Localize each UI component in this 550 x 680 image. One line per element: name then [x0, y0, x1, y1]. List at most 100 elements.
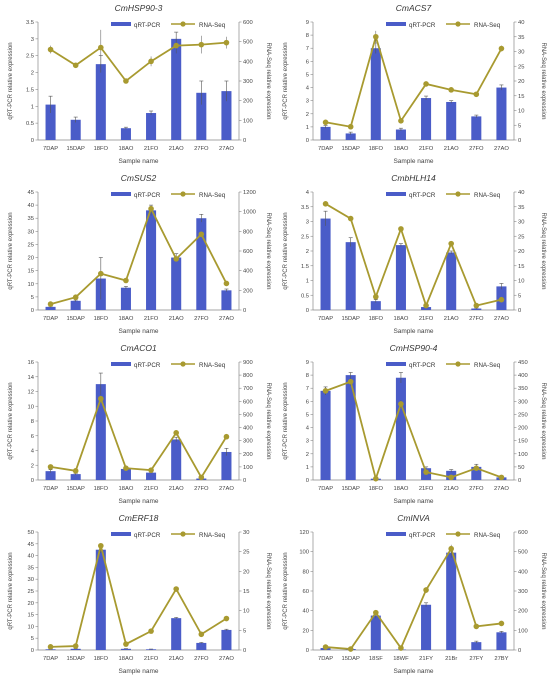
rna-seq-point: [473, 302, 480, 309]
rna-seq-point: [448, 545, 454, 552]
x-axis-title: Sample name: [393, 498, 433, 505]
rna-seq-point: [448, 474, 454, 481]
bar: [70, 119, 81, 140]
legend-bar-swatch: [111, 22, 131, 26]
y2-tick-label: 1000: [243, 210, 256, 216]
y-axis-title: qRT-PCR relative expression: [8, 42, 14, 119]
y-axis-title: qRT-PCR relative expression: [283, 382, 289, 459]
x-tick-label: 18FO: [94, 146, 109, 152]
y-tick-label: 2: [306, 249, 309, 255]
rna-seq-line: [325, 203, 502, 309]
y2-tick-label: 20: [518, 249, 524, 255]
y2-tick-label: 400: [243, 426, 253, 432]
bar: [221, 91, 232, 140]
legend-line-marker: [180, 191, 186, 197]
x-tick-label: 27FO: [469, 486, 484, 492]
legend-line-marker: [455, 21, 461, 27]
y-tick-label: 0: [306, 308, 309, 314]
legend-line-marker: [455, 361, 461, 367]
x-tick-label: 18AO: [394, 486, 409, 492]
chart-title: CmERF18: [119, 513, 159, 523]
y-tick-label: 16: [28, 360, 34, 366]
bar: [171, 38, 182, 140]
y2-tick-label: 500: [243, 412, 253, 418]
y-tick-label: 15: [28, 269, 34, 275]
y-tick-label: 0: [31, 138, 34, 144]
x-tick-label: 15DAP: [342, 656, 361, 662]
rna-seq-point: [347, 123, 354, 130]
y-tick-label: 120: [299, 530, 309, 536]
y2-axis-title: RNA-Seq relative expression: [540, 382, 546, 459]
rna-seq-point: [322, 201, 329, 207]
bar: [496, 632, 507, 650]
x-tick-label: 27FO: [194, 486, 209, 492]
legend-bar-swatch: [111, 192, 131, 196]
bar: [120, 128, 131, 140]
y2-axis-title: RNA-Seq relative expression: [265, 212, 271, 289]
bar: [120, 287, 131, 310]
x-tick-label: 18FO: [94, 486, 109, 492]
y2-tick-label: 400: [243, 59, 253, 65]
y2-axis-title: RNA-Seq relative expression: [265, 382, 271, 459]
bar: [171, 618, 182, 650]
x-tick-label: 18AO: [119, 316, 134, 322]
legend-line-label: RNA-Seq: [474, 192, 501, 199]
y2-tick-label: 200: [243, 99, 253, 105]
rna-seq-point: [98, 270, 104, 277]
y-tick-label: 9: [306, 360, 309, 366]
x-tick-label: 15DAP: [342, 486, 361, 492]
x-axis-title: Sample name: [118, 668, 158, 675]
y-tick-label: 5: [306, 412, 309, 418]
y-tick-label: 1.5: [301, 264, 309, 270]
x-axis-title: Sample name: [118, 158, 158, 165]
x-tick-label: 21FO: [144, 316, 159, 322]
y2-tick-label: 600: [243, 249, 253, 255]
x-tick-label: 27AO: [219, 146, 234, 152]
y-tick-label: 10: [28, 404, 34, 410]
bar: [146, 113, 157, 140]
x-tick-label: 21FO: [419, 316, 434, 322]
y-tick-label: 2.5: [26, 54, 34, 60]
x-tick-label: 7DAP: [43, 316, 58, 322]
rna-seq-point: [373, 33, 379, 40]
legend-bar-label: qRT-PCR: [134, 532, 161, 539]
y-tick-label: 5: [31, 295, 34, 301]
bar: [471, 642, 482, 650]
y2-tick-label: 30: [518, 220, 524, 226]
y-tick-label: 14: [28, 375, 35, 381]
x-tick-label: 21FO: [144, 656, 159, 662]
x-tick-label: 7DAP: [318, 486, 333, 492]
rna-seq-point: [123, 78, 129, 84]
legend-bar-label: qRT-PCR: [134, 22, 161, 29]
y2-tick-label: 5: [518, 123, 521, 129]
x-tick-label: 7DAP: [318, 656, 333, 662]
y-tick-label: 7: [306, 386, 309, 392]
rna-seq-point: [47, 46, 54, 53]
rna-seq-point: [198, 231, 205, 238]
y-tick-label: 1.5: [26, 87, 34, 93]
y-tick-label: 7: [306, 46, 309, 52]
bar: [120, 468, 131, 480]
bar: [395, 245, 406, 310]
x-tick-label: 7DAP: [43, 486, 58, 492]
bar: [370, 615, 381, 650]
rna-seq-point: [72, 62, 79, 69]
y-tick-label: 0: [31, 478, 34, 484]
y-axis-title: qRT-PCR relative expression: [283, 552, 289, 629]
legend-line-marker: [180, 361, 186, 367]
y2-tick-label: 400: [243, 269, 253, 275]
bar: [95, 64, 106, 140]
rna-seq-point: [223, 433, 230, 440]
rna-seq-point: [498, 474, 505, 481]
y2-tick-label: 200: [518, 426, 528, 432]
x-axis-title: Sample name: [393, 158, 433, 165]
rna-seq-point: [47, 301, 54, 307]
y2-tick-label: 100: [243, 465, 253, 471]
bar: [196, 92, 207, 140]
y2-tick-label: 300: [243, 439, 253, 445]
rna-seq-point: [198, 631, 205, 638]
y2-tick-label: 300: [243, 79, 253, 85]
y2-tick-label: 700: [243, 386, 253, 392]
y2-tick-label: 400: [518, 569, 528, 575]
y2-tick-label: 150: [518, 439, 528, 445]
